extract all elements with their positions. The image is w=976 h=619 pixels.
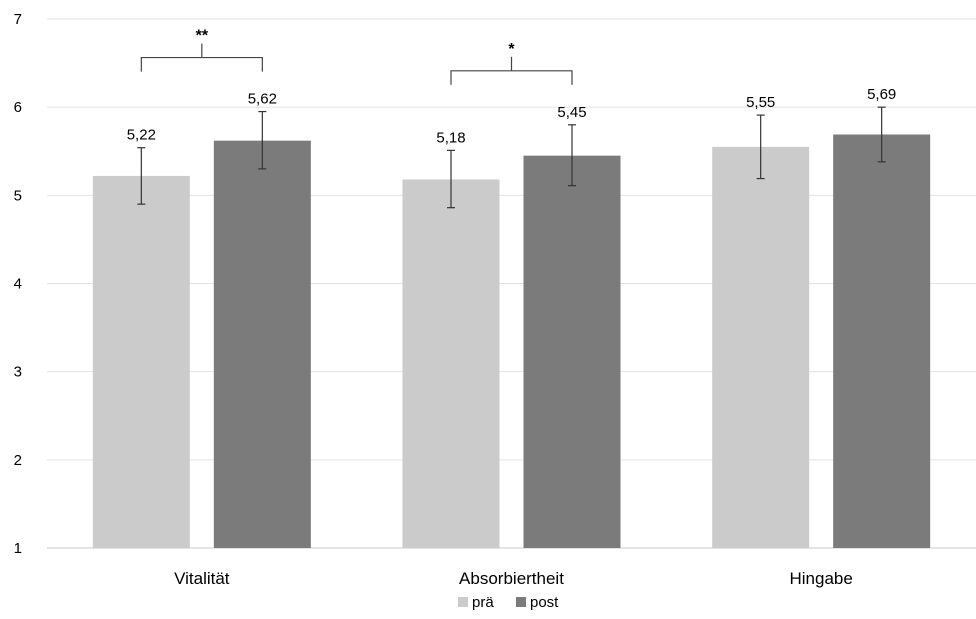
bar-post-1	[523, 155, 621, 549]
bar-post-0	[213, 140, 311, 549]
data-label: 5,45	[557, 104, 586, 121]
significance-marker: *	[508, 41, 515, 58]
bar-prä-2	[712, 146, 810, 548]
data-label: 5,18	[436, 129, 465, 146]
bar-prä-1	[402, 179, 500, 549]
significance-bracket	[140, 56, 263, 72]
y-tick-label: 6	[14, 99, 22, 116]
significance-marker: **	[196, 28, 209, 45]
data-label: 5,55	[746, 94, 775, 111]
bar-prä-0	[92, 175, 190, 549]
legend-swatch-prä	[458, 597, 468, 607]
y-tick-label: 3	[14, 364, 22, 381]
x-category-label: Hingabe	[790, 569, 853, 588]
y-tick-label: 5	[14, 187, 22, 204]
y-tick-label: 4	[14, 276, 22, 293]
y-tick-label: 7	[14, 11, 22, 28]
x-category-label: Vitalität	[174, 569, 230, 588]
bar-post-2	[833, 134, 931, 548]
legend-label: post	[530, 594, 559, 611]
significance-bracket	[450, 70, 573, 85]
y-tick-label: 1	[14, 540, 22, 557]
legend-swatch-post	[516, 597, 526, 607]
y-tick-label: 2	[14, 452, 22, 469]
data-label: 5,22	[127, 127, 156, 144]
legend-label: prä	[472, 594, 494, 611]
x-category-label: Absorbiertheit	[459, 569, 564, 588]
data-label: 5,62	[248, 91, 277, 108]
data-label: 5,69	[867, 86, 896, 103]
